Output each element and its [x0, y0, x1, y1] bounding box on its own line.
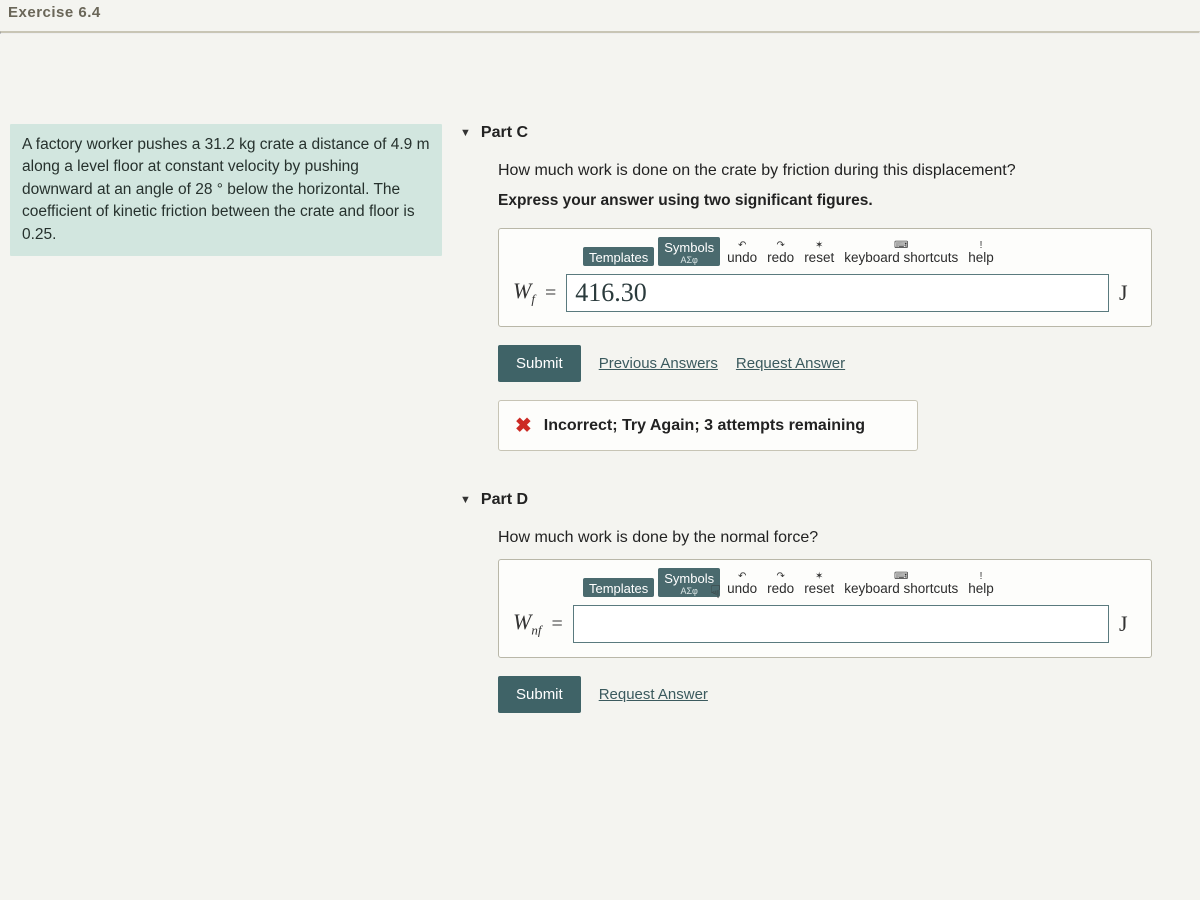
part-c-header[interactable]: ▼ Part C [460, 124, 1160, 142]
part-c-input[interactable] [566, 274, 1109, 312]
problem-statement: A factory worker pushes a 31.2 kg crate … [10, 124, 442, 256]
main-column: ▼ Part C How much work is done on the cr… [460, 124, 1200, 731]
redo-button[interactable]: ↷redo [764, 572, 797, 597]
part-d-input[interactable] [573, 605, 1109, 643]
request-answer-link-c[interactable]: Request Answer [736, 355, 845, 372]
page-header: Exercise 6.4 [0, 0, 1200, 31]
part-c-label: Part C [481, 124, 528, 142]
undo-button[interactable]: ↶undo [724, 572, 760, 597]
cursor-icon: ☟ [710, 582, 721, 603]
request-answer-link-d[interactable]: Request Answer [599, 686, 708, 703]
equals-sign: = [545, 282, 556, 305]
part-c-answer-panel: Templates Symbols ↶undo ↷redo ✶reset ⌨ke… [498, 228, 1152, 327]
part-d-unit: J [1119, 611, 1137, 637]
caret-down-icon: ▼ [460, 494, 471, 506]
problem-text: A factory worker pushes a 31.2 kg crate … [22, 136, 430, 243]
help-button[interactable]: !help [965, 241, 997, 266]
part-d-answer-panel: Templates Symbols ↶undo ↷redo ✶reset ⌨ke… [498, 559, 1152, 658]
part-c-submit-button[interactable]: Submit [498, 345, 581, 382]
templates-button[interactable]: Templates [583, 247, 654, 266]
keyboard-shortcuts-button[interactable]: ⌨keyboard shortcuts [841, 241, 961, 266]
part-d-body: How much work is done by the normal forc… [460, 529, 1160, 713]
part-d-label: Part D [481, 491, 528, 509]
x-icon: ✖ [515, 413, 532, 438]
exercise-title: Exercise 6.4 [8, 4, 101, 21]
part-d-toolbar: Templates Symbols ↶undo ↷redo ✶reset ⌨ke… [513, 568, 1137, 597]
main-layout: A factory worker pushes a 31.2 kg crate … [0, 34, 1200, 731]
part-c-question: How much work is done on the crate by fr… [498, 162, 1152, 180]
part-c-feedback: ✖ Incorrect; Try Again; 3 attempts remai… [498, 400, 918, 451]
part-d-answer-row: Wnf = J [513, 605, 1137, 643]
part-c-unit: J [1119, 280, 1137, 306]
part-c-actions: Submit Previous Answers Request Answer [498, 345, 1152, 382]
part-c-instruction: Express your answer using two significan… [498, 192, 1152, 210]
undo-button[interactable]: ↶undo [724, 241, 760, 266]
feedback-text: Incorrect; Try Again; 3 attempts remaini… [544, 417, 865, 435]
part-d-header[interactable]: ▼ Part D [460, 491, 1160, 509]
part-c-body: How much work is done on the crate by fr… [460, 162, 1160, 451]
help-button[interactable]: !help [965, 572, 997, 597]
equals-sign: = [551, 613, 562, 636]
part-d-actions: Submit Request Answer [498, 676, 1152, 713]
part-d-variable: Wnf [513, 609, 541, 638]
reset-button[interactable]: ✶reset [801, 241, 837, 266]
redo-button[interactable]: ↷redo [764, 241, 797, 266]
sidebar: A factory worker pushes a 31.2 kg crate … [0, 124, 460, 731]
symbols-button[interactable]: Symbols [658, 237, 720, 266]
part-d-submit-button[interactable]: Submit [498, 676, 581, 713]
part-c-toolbar: Templates Symbols ↶undo ↷redo ✶reset ⌨ke… [513, 237, 1137, 266]
part-c-variable: Wf [513, 278, 535, 307]
previous-answers-link[interactable]: Previous Answers [599, 355, 718, 372]
reset-button[interactable]: ✶reset [801, 572, 837, 597]
part-d-question: How much work is done by the normal forc… [498, 529, 1152, 547]
caret-down-icon: ▼ [460, 127, 471, 139]
keyboard-shortcuts-button[interactable]: ⌨keyboard shortcuts [841, 572, 961, 597]
part-c-answer-row: Wf = J [513, 274, 1137, 312]
templates-button[interactable]: Templates [583, 578, 654, 597]
